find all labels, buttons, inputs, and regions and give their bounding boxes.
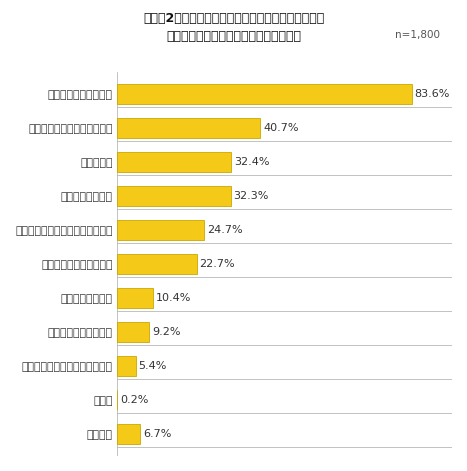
Text: 0.2%: 0.2% [120,395,149,405]
Text: 22.7%: 22.7% [199,259,235,269]
Text: 5.4%: 5.4% [139,361,167,371]
Bar [117,424,140,444]
Text: n=1,800: n=1,800 [395,30,439,40]
Text: 32.3%: 32.3% [234,191,269,201]
Bar [117,118,260,138]
Bar [117,84,412,104]
Bar [117,186,231,205]
Text: 9.2%: 9.2% [152,327,180,337]
Text: 【グラ2】あなたにとって「福祉車両」のイメージは: 【グラ2】あなたにとって「福祉車両」のイメージは [143,12,324,25]
Bar [117,288,153,308]
Text: 32.4%: 32.4% [234,157,269,167]
Bar [117,322,149,341]
Text: 40.7%: 40.7% [263,122,299,133]
Bar [117,254,197,274]
Bar [117,152,231,171]
Text: 24.7%: 24.7% [207,225,242,235]
Text: 6.7%: 6.7% [143,429,171,439]
Text: 83.6%: 83.6% [415,89,450,98]
Text: 10.4%: 10.4% [156,293,191,303]
Bar [117,356,136,376]
Bar [117,220,204,240]
Text: どのようなクルマですか？（複数回答）: どのようなクルマですか？（複数回答） [166,30,301,43]
